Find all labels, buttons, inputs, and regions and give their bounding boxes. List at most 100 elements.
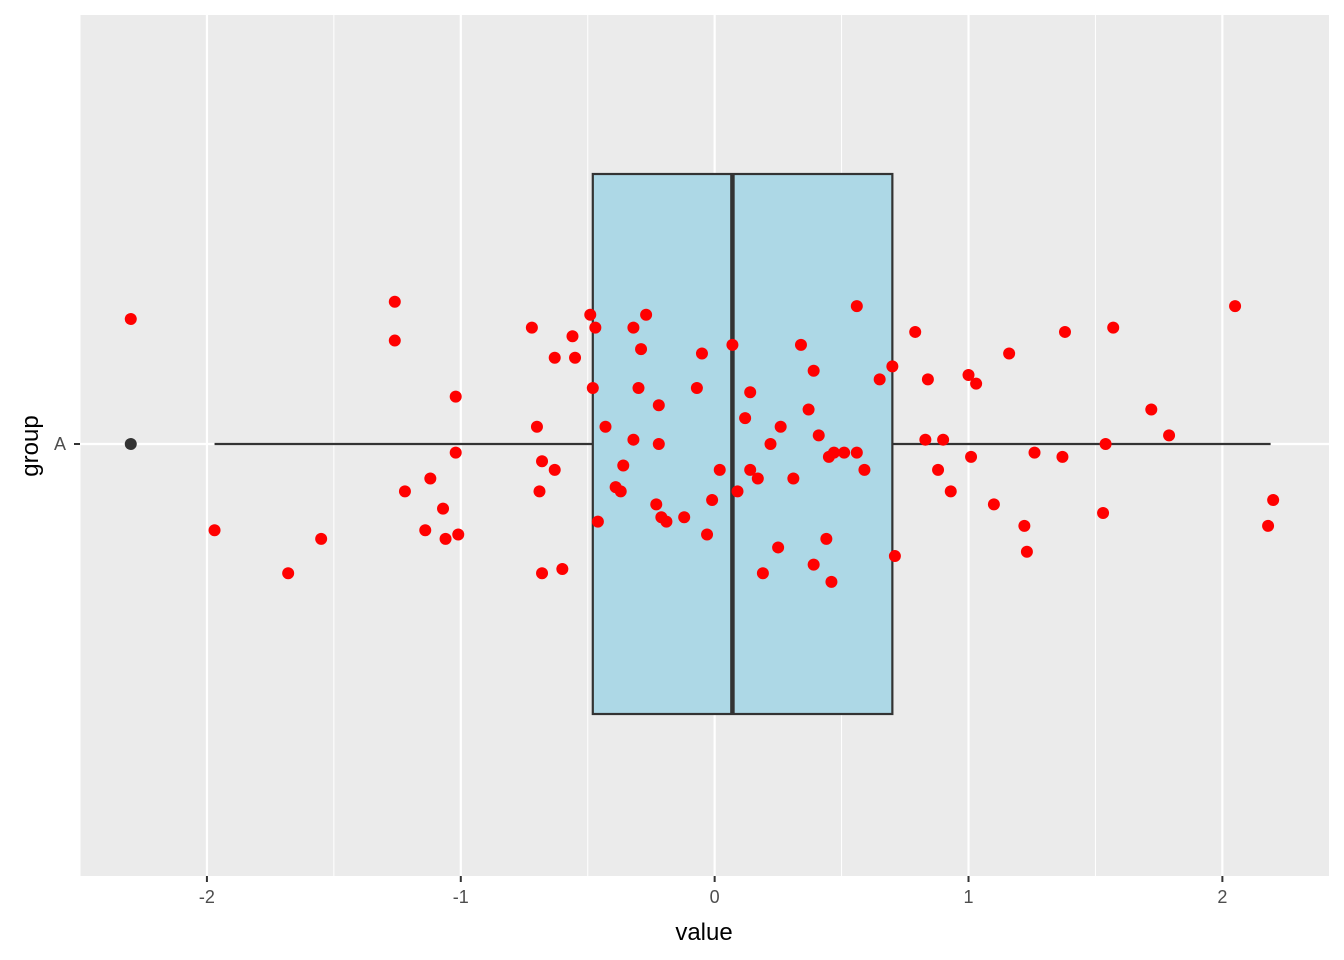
jitter-point [452,528,465,541]
jitter-point [1097,506,1110,519]
jitter-point [660,515,673,528]
jitter-point [701,528,714,541]
jitter-point [838,446,851,459]
jitter-point [690,381,703,394]
jitter-point [589,321,602,334]
jitter-point [536,567,549,580]
jitter-point [388,295,401,308]
jitter-point [599,420,612,433]
jitter-point [965,450,978,463]
x-axis: -2 -1 0 1 2 [199,876,1227,907]
jitter-point [282,567,295,580]
jitter-point [591,515,604,528]
jitter-point [652,438,665,450]
jitter-point [731,485,744,498]
jitter-point [744,463,757,476]
jitter-point [756,567,769,580]
jitter-point [873,373,886,386]
jitter-point [548,463,561,476]
jitter-point [825,575,838,588]
jitter-point [858,463,871,476]
outlier-point [124,438,137,450]
jitter-point [962,369,975,382]
jitter-point [1107,321,1120,334]
jitter-point [919,433,932,446]
jitter-point [398,485,411,498]
jitter-point [569,351,582,364]
jitter-point [794,338,807,351]
jitter-point [739,412,752,425]
jitter-point [764,438,777,450]
jitter-point [706,494,719,507]
jitter-point [1163,429,1176,442]
x-tick-label: -2 [199,887,215,907]
jitter-point [635,343,648,356]
jitter-point [937,433,950,446]
jitter-point [315,532,328,545]
jitter-point [614,485,627,498]
box-layer [124,172,1271,716]
jitter-point [944,485,957,498]
iqr-box [591,172,894,716]
jitter-point [970,377,983,390]
jitter-point [1262,519,1275,532]
jitter-point [1145,403,1158,416]
jitter-point [627,433,640,446]
y-axis: A [54,434,80,454]
jitter-point [548,351,561,364]
jitter-point [886,360,899,373]
jitter-point [921,373,934,386]
jitter-point [1058,325,1071,338]
jitter-point [586,381,599,394]
jitter-point [850,300,863,313]
y-axis-title: group [17,415,44,476]
jitter-point [652,399,665,412]
jitter-point [888,550,901,563]
jitter-point [525,321,538,334]
x-tick-label: -1 [453,887,469,907]
jitter-point [909,325,922,338]
jitter-point [678,511,691,524]
y-tick-label: A [54,434,66,454]
jitter-point [566,330,579,343]
jitter-point [1099,438,1112,450]
jitter-point [772,541,785,554]
jitter-point [807,558,820,571]
jitter-point [556,562,569,575]
jitter-point [774,420,787,433]
jitter-point [787,472,800,485]
jitter-point [424,472,437,485]
jitter-point [713,463,726,476]
jitter-point [439,532,452,545]
jitter-point [820,532,833,545]
jitter-point [987,498,1000,511]
jitter-point [536,455,549,468]
x-axis-title: value [675,919,732,946]
x-tick-label: 0 [710,887,720,907]
jitter-point [1229,300,1242,313]
jitter-point [584,308,597,321]
jitter-point [419,524,432,537]
jitter-point [388,334,401,347]
jitter-point [1003,347,1016,360]
jitter-point [627,321,640,334]
jitter-point [640,308,653,321]
jitter-point [617,459,630,472]
x-tick-label: 2 [1217,887,1227,907]
x-tick-label: 1 [964,887,974,907]
jitter-point [807,364,820,377]
jitter-point [1056,450,1069,463]
jitter-point [802,403,815,416]
jitter-point [850,446,863,459]
jitter-point [533,485,546,498]
jitter-point [1020,545,1033,558]
jitter-point [812,429,825,442]
jitter-point [1018,519,1031,532]
jitter-point [1267,494,1280,507]
jitter-point [1028,446,1041,459]
jitter-point [449,390,462,403]
jitter-point [695,347,708,360]
jitter-point [124,313,137,326]
jitter-point [726,338,739,351]
jitter-point [932,463,945,476]
